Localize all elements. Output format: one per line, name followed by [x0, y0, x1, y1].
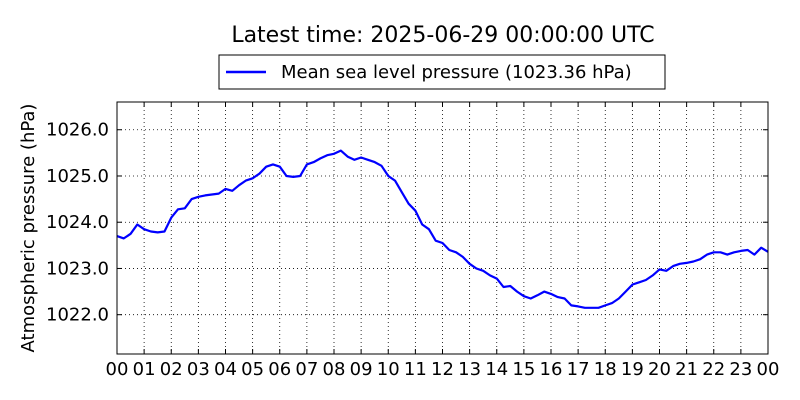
- x-tick-label: 21: [675, 359, 698, 380]
- y-tick-label: 1024.0: [46, 212, 109, 233]
- x-tick-label: 22: [702, 359, 725, 380]
- x-tick-label: 00: [757, 359, 780, 380]
- y-tick-label: 1022.0: [46, 305, 109, 326]
- x-tick-label: 20: [648, 359, 671, 380]
- plot-area-frame: [116, 101, 769, 355]
- y-axis-label: Atmospheric pressure (hPa): [18, 104, 39, 353]
- x-tick-label: 15: [512, 359, 535, 380]
- axis-ticks: 00 01 02 03 04 05 06 07 08 09 10 11 12 13 14 15 16 17 18 19…: [46, 102, 779, 380]
- x-tick-label: 08: [323, 359, 346, 380]
- y-tick-label: 1023.0: [46, 258, 109, 279]
- chart-title: Latest time: 2025-06-29 00:00:00 UTC: [231, 23, 654, 48]
- x-tick-label: 19: [621, 359, 644, 380]
- x-tick-label: 05: [241, 359, 264, 380]
- grid-lines: [117, 102, 768, 354]
- x-tick-label: 01: [133, 359, 156, 380]
- x-tick-label: 11: [404, 359, 427, 380]
- x-tick-label: 02: [160, 359, 183, 380]
- x-tick-label: 04: [214, 359, 237, 380]
- y-tick-label: 1026.0: [46, 120, 109, 141]
- x-tick-label: 06: [268, 359, 291, 380]
- x-tick-label: 17: [567, 359, 590, 380]
- x-tick-label: 07: [295, 359, 318, 380]
- legend: Mean sea level pressure (1023.36 hPa): [218, 54, 666, 90]
- x-tick-label: 12: [431, 359, 454, 380]
- x-tick-label: 10: [377, 359, 400, 380]
- x-tick-label: 13: [458, 359, 481, 380]
- x-tick-label: 00: [106, 359, 129, 380]
- legend-label: Mean sea level pressure (1023.36 hPa): [281, 62, 632, 83]
- x-tick-label: 09: [350, 359, 373, 380]
- series-line-pressure: [116, 149, 769, 309]
- x-tick-label: 16: [540, 359, 563, 380]
- legend-box: [218, 54, 666, 90]
- series-layer: [116, 149, 769, 309]
- x-tick-label: 03: [187, 359, 210, 380]
- x-tick-label: 14: [485, 359, 508, 380]
- x-tick-label: 18: [594, 359, 617, 380]
- y-tick-label: 1025.0: [46, 166, 109, 187]
- x-tick-label: 23: [729, 359, 752, 380]
